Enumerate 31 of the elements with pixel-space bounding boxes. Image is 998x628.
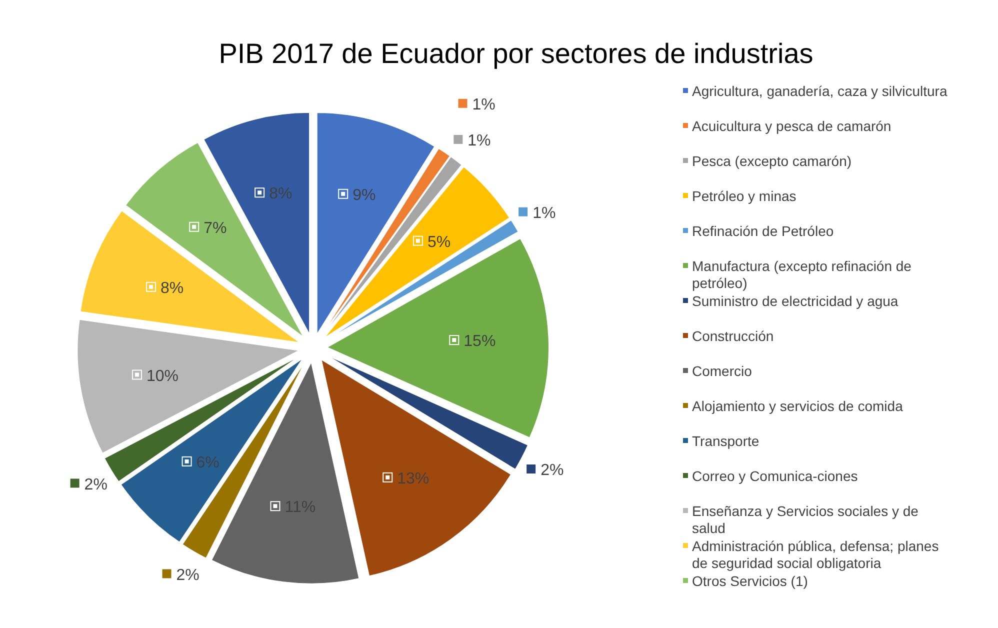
legend-label: Pesca (excepto camarón) bbox=[692, 152, 852, 169]
data-label: 1% bbox=[468, 132, 491, 150]
data-label: 1% bbox=[472, 96, 496, 114]
data-label: 10% bbox=[146, 368, 179, 385]
legend-label: Refinación de Petróleo bbox=[692, 222, 834, 239]
data-label: 15% bbox=[464, 333, 496, 350]
legend-label: Manufactura (excepto refinación de petróleo) bbox=[692, 258, 912, 291]
chart-title: PIB 2017 de Ecuador por sectores de industrias bbox=[218, 38, 814, 69]
legend-label: Agricultura, ganadería, caza y silvicultura bbox=[692, 82, 948, 99]
data-label: 9% bbox=[352, 186, 376, 204]
data-label: 7% bbox=[204, 220, 227, 237]
legend-label: Acuicultura y pesca de camarón bbox=[692, 118, 892, 134]
data-label: 5% bbox=[427, 234, 451, 251]
legend-label: Transporte bbox=[692, 432, 760, 449]
data-label: 13% bbox=[397, 470, 430, 488]
data-label: 6% bbox=[196, 454, 220, 472]
data-label: 8% bbox=[160, 280, 184, 298]
legend-label: Otros Servicios (1) bbox=[692, 572, 808, 589]
legend-label: Construcción bbox=[692, 328, 774, 344]
legend-label: Petróleo y minas bbox=[692, 188, 796, 204]
data-label: 8% bbox=[269, 186, 292, 203]
legend-label: Alojamiento y servicios de comida bbox=[692, 398, 904, 414]
data-label: 1% bbox=[532, 204, 556, 222]
legend-label: Administración pública, defensa; planes de seguridad social obligatoria bbox=[692, 538, 939, 571]
data-label: 2% bbox=[176, 566, 200, 584]
data-label: 2% bbox=[84, 476, 108, 494]
legend-label: Comercio bbox=[692, 362, 752, 379]
legend-label: Correo y Comunica-ciones bbox=[692, 468, 858, 484]
data-label: 2% bbox=[540, 462, 564, 480]
legend-label: Enseñanza y Servicios sociales y de salud bbox=[692, 502, 919, 536]
legend-label: Suministro de electricidad y agua bbox=[692, 292, 898, 309]
